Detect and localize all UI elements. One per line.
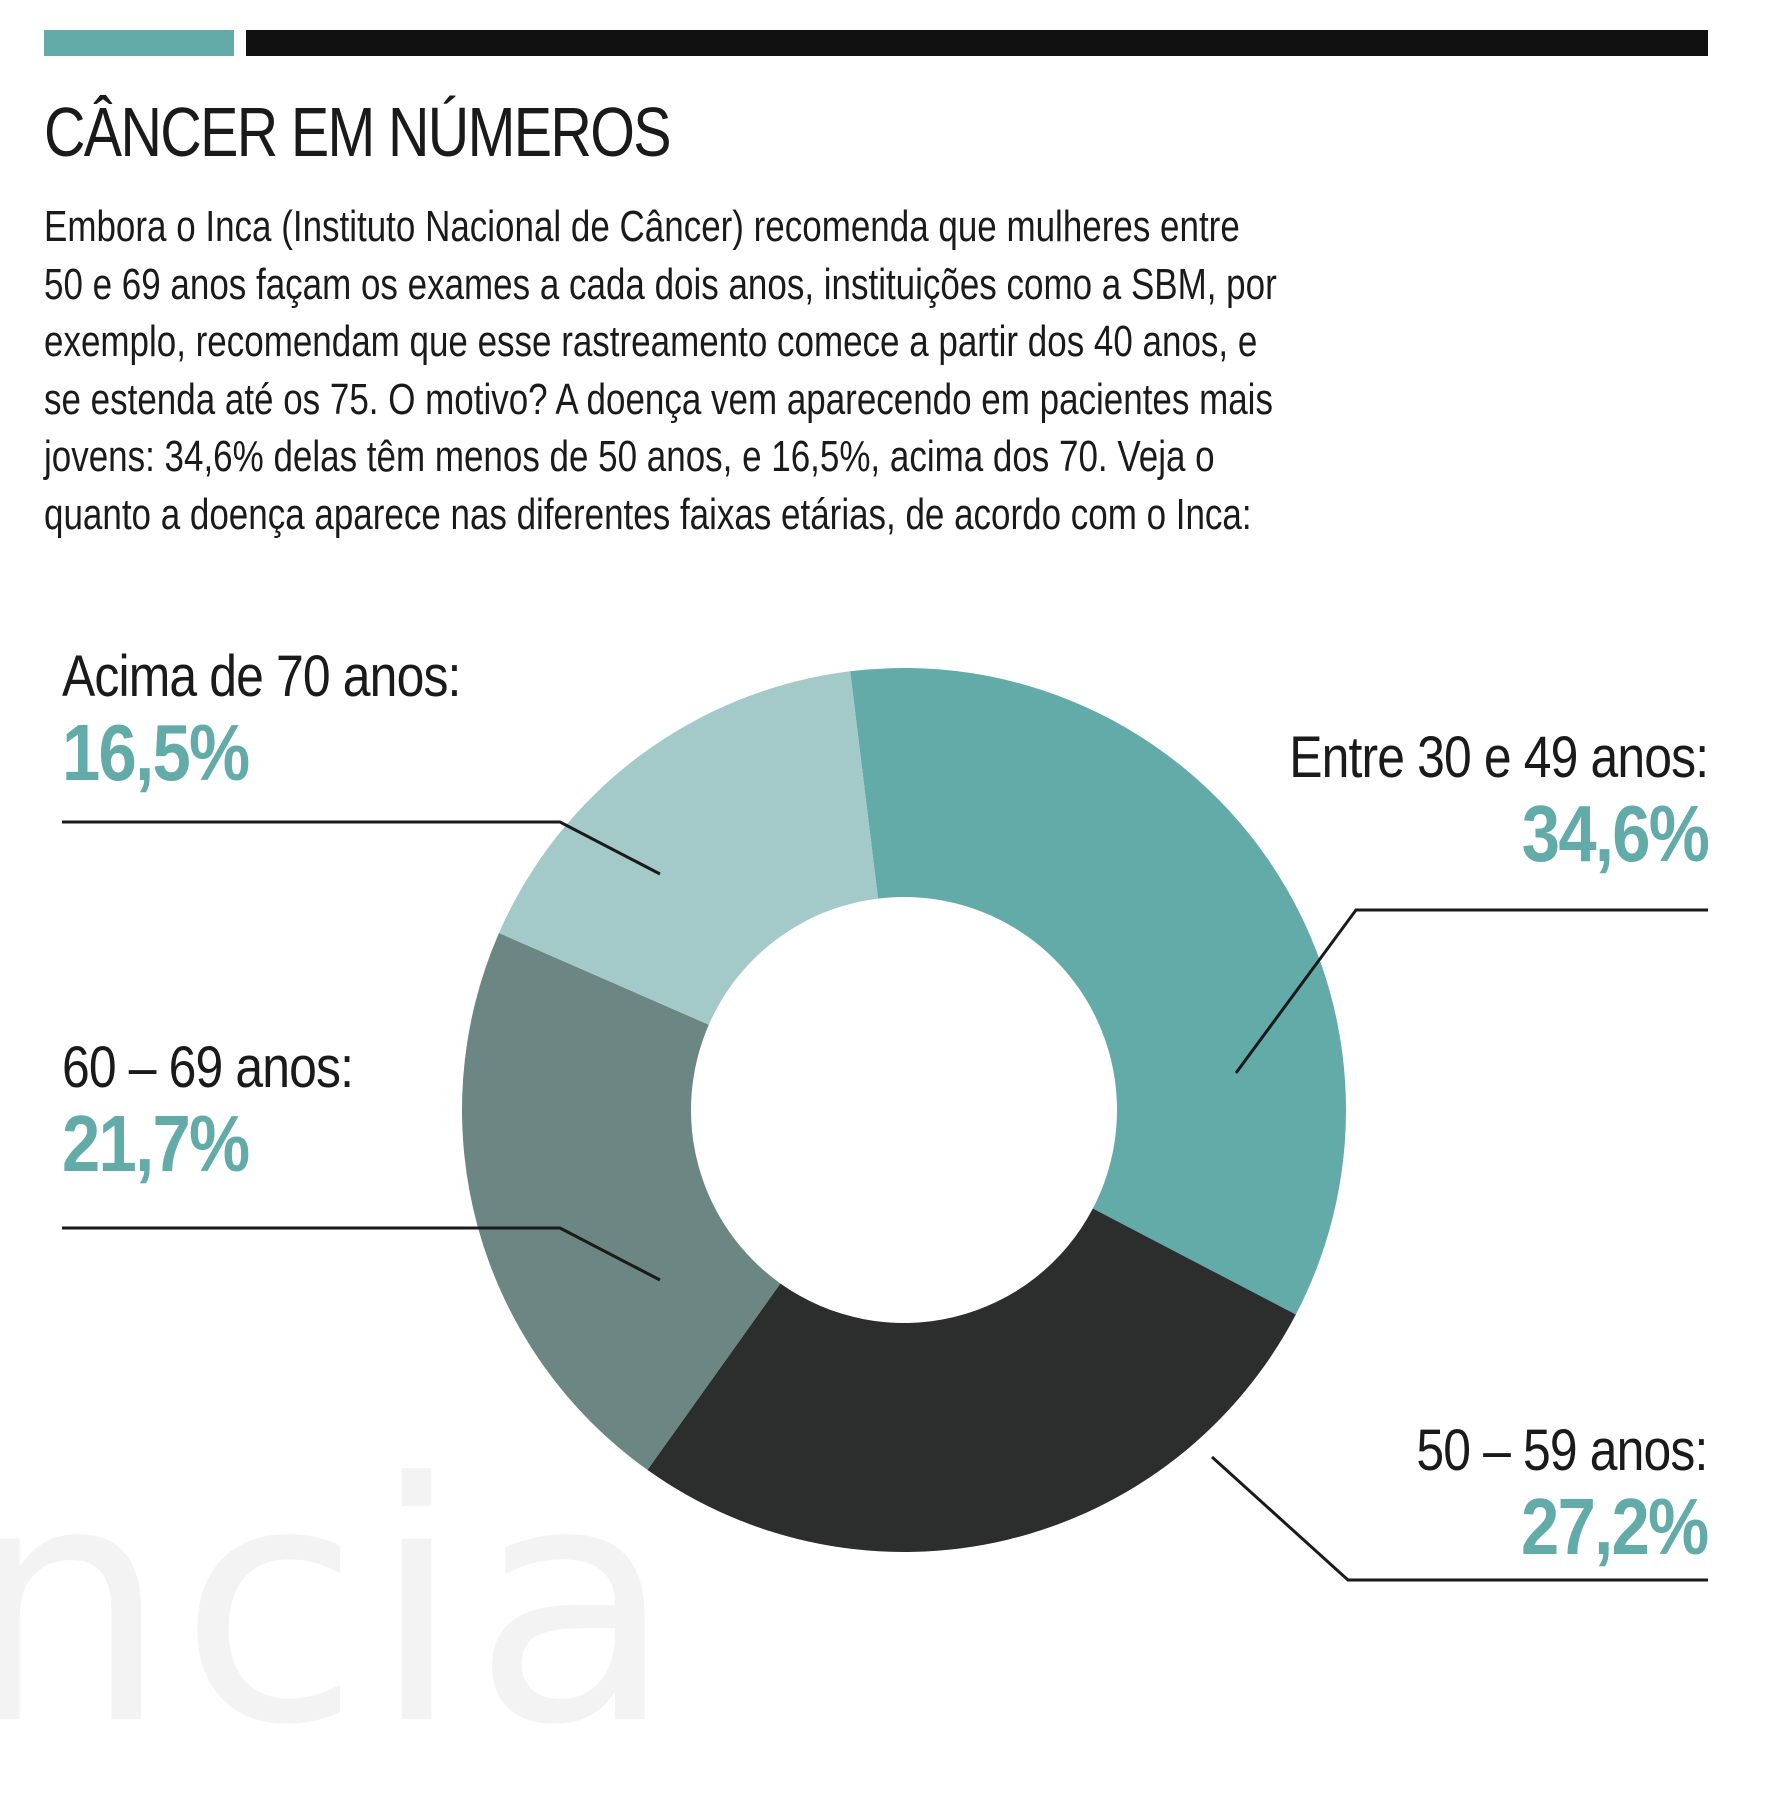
leader-line-50-59	[1210, 1455, 1708, 1582]
slice-category-label: 60 – 69 anos:	[62, 1035, 354, 1100]
slice-label-30-49: Entre 30 e 49 anos: 34,6%	[1221, 725, 1710, 878]
slice-30-49	[850, 668, 1346, 1315]
slice-60-69	[462, 933, 781, 1470]
intro-line: jovens: 34,6% delas têm menos de 50 anos…	[44, 432, 1215, 481]
slice-value-label: 27,2%	[1521, 1482, 1710, 1571]
slice-label-70-plus: Acima de 70 anos: 16,5%	[62, 644, 525, 796]
header-rule	[246, 30, 1708, 56]
intro-line: 50 e 69 anos façam os exames a cada dois…	[44, 259, 1277, 309]
intro-line: quanto a doença aparece nas diferentes f…	[44, 489, 1252, 539]
slice-category-label: Acima de 70 anos:	[62, 644, 461, 709]
slice-70-plus	[498, 671, 879, 1025]
intro-paragraph: Embora o Inca (Instituto Nacional de Cân…	[44, 198, 1586, 543]
intro-line: exemplo, recomendam que esse rastreament…	[44, 317, 1258, 366]
slice-category-label: Entre 30 e 49 anos:	[1288, 725, 1709, 790]
slice-label-50-59: 50 – 59 anos: 27,2%	[1369, 1418, 1710, 1571]
slice-value-label: 16,5%	[62, 708, 250, 797]
intro-line: Embora o Inca (Instituto Nacional de Cân…	[44, 202, 1240, 251]
page-title: CÂNCER EM NÚMEROS	[44, 93, 672, 171]
leader-line-60-69	[62, 1226, 661, 1282]
intro-line: se estenda até os 75. O motivo? A doença…	[44, 374, 1273, 424]
slice-category-label: 50 – 59 anos:	[1416, 1418, 1709, 1483]
donut-chart	[62, 668, 1708, 1582]
slice-value-label: 34,6%	[1521, 789, 1710, 878]
leader-line-30-49	[1234, 908, 1708, 1074]
leader-line-70-plus	[62, 820, 661, 876]
slice-label-60-69: 60 – 69 anos: 21,7%	[62, 1035, 401, 1187]
header-accent-bar	[44, 30, 234, 56]
slice-value-label: 21,7%	[62, 1099, 250, 1188]
slice-50-59	[647, 1208, 1296, 1552]
